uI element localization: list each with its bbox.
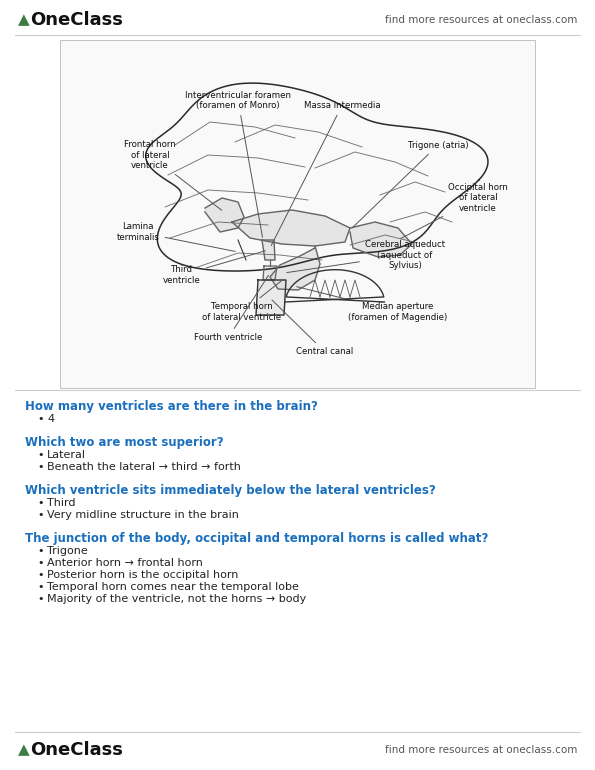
Text: •: • [37,594,43,604]
Polygon shape [256,280,286,315]
Text: find more resources at oneclass.com: find more resources at oneclass.com [384,745,577,755]
Text: 4: 4 [47,414,54,424]
Text: OneClass: OneClass [30,741,123,759]
Bar [60,40,535,388]
Text: Lateral: Lateral [47,450,86,460]
Text: •: • [37,558,43,568]
Text: Posterior horn is the occipital horn: Posterior horn is the occipital horn [47,570,239,580]
Text: •: • [37,450,43,460]
Text: Cerebral aqueduct
(aqueduct of
Sylvius): Cerebral aqueduct (aqueduct of Sylvius) [287,240,445,273]
Polygon shape [205,198,244,232]
Text: Beneath the lateral → third → forth: Beneath the lateral → third → forth [47,462,241,472]
Text: Third: Third [47,498,76,508]
Text: •: • [37,582,43,592]
Text: Anterior horn → frontal horn: Anterior horn → frontal horn [47,558,203,568]
Text: •: • [37,462,43,472]
Text: Lamina
terminalis: Lamina terminalis [117,223,235,252]
Text: ▲: ▲ [18,12,30,28]
Text: Majority of the ventricle, not the horns → body: Majority of the ventricle, not the horns… [47,594,306,604]
Text: Occipital horn
of lateral
ventricle: Occipital horn of lateral ventricle [400,183,508,239]
Text: How many ventricles are there in the brain?: How many ventricles are there in the bra… [25,400,318,413]
Polygon shape [232,210,350,246]
Text: find more resources at oneclass.com: find more resources at oneclass.com [384,15,577,25]
Text: •: • [37,546,43,556]
Text: Frontal horn
of lateral
ventricle: Frontal horn of lateral ventricle [124,140,222,210]
Text: Which ventricle sits immediately below the lateral ventricles?: Which ventricle sits immediately below t… [25,484,436,497]
Text: Massa intermedia: Massa intermedia [271,101,380,246]
Text: Temporal horn comes near the temporal lobe: Temporal horn comes near the temporal lo… [47,582,299,592]
Text: •: • [37,498,43,508]
Text: Very midline structure in the brain: Very midline structure in the brain [47,510,239,520]
Text: •: • [37,414,43,424]
Text: Median aperture
(foramen of Magendie): Median aperture (foramen of Magendie) [297,286,447,322]
Text: OneClass: OneClass [30,11,123,29]
Text: Third
ventricle: Third ventricle [163,251,265,285]
Text: •: • [37,510,43,520]
Text: Trigone (atria): Trigone (atria) [352,140,468,228]
Polygon shape [263,266,277,280]
Text: Temporal horn
of lateral ventricle: Temporal horn of lateral ventricle [202,280,283,322]
Text: ▲: ▲ [18,742,30,758]
Polygon shape [270,246,320,290]
Text: Fourth ventricle: Fourth ventricle [194,276,268,343]
Text: Central canal: Central canal [272,300,353,357]
Text: The junction of the body, occipital and temporal horns is called what?: The junction of the body, occipital and … [25,532,488,545]
Polygon shape [350,222,412,257]
Polygon shape [262,240,275,260]
Text: Interventricular foramen
(foramen of Monro): Interventricular foramen (foramen of Mon… [185,91,291,237]
Text: Which two are most superior?: Which two are most superior? [25,436,224,449]
Text: Trigone: Trigone [47,546,87,556]
Text: •: • [37,570,43,580]
